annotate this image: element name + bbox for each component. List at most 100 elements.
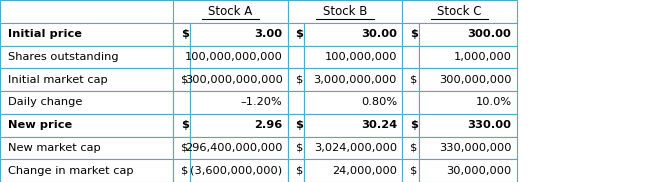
Bar xyxy=(419,91,517,114)
Bar xyxy=(304,23,402,46)
Text: $: $ xyxy=(296,166,303,176)
Bar xyxy=(304,136,402,159)
Bar xyxy=(304,46,402,68)
Text: 330,000,000: 330,000,000 xyxy=(439,143,511,153)
Bar xyxy=(0,136,173,159)
Text: 300,000,000,000: 300,000,000,000 xyxy=(184,75,283,85)
Text: Shares outstanding: Shares outstanding xyxy=(8,52,118,62)
Bar xyxy=(173,159,190,182)
Text: 300,000,000: 300,000,000 xyxy=(439,75,511,85)
Bar xyxy=(402,23,419,46)
Bar xyxy=(419,23,517,46)
Bar xyxy=(0,46,173,68)
Bar xyxy=(173,0,288,23)
Bar xyxy=(288,46,304,68)
Bar xyxy=(288,136,304,159)
Bar xyxy=(419,114,517,136)
Bar xyxy=(0,23,173,46)
Bar xyxy=(419,68,517,91)
Text: Initial price: Initial price xyxy=(8,29,82,39)
Bar xyxy=(402,0,517,23)
Bar xyxy=(173,46,190,68)
Bar xyxy=(190,68,288,91)
Bar xyxy=(173,23,190,46)
Bar xyxy=(0,68,173,91)
Bar xyxy=(304,136,402,159)
Bar xyxy=(304,91,402,114)
Text: 3,000,000,000: 3,000,000,000 xyxy=(314,75,397,85)
Bar xyxy=(173,114,190,136)
Bar xyxy=(190,114,288,136)
Bar xyxy=(0,159,173,182)
Bar xyxy=(288,46,304,68)
Bar xyxy=(402,114,419,136)
Bar xyxy=(288,0,402,23)
Bar xyxy=(173,46,190,68)
Text: Change in market cap: Change in market cap xyxy=(8,166,133,176)
Text: $: $ xyxy=(296,120,303,130)
Text: $: $ xyxy=(410,75,417,85)
Bar xyxy=(304,68,402,91)
Bar xyxy=(173,136,190,159)
Bar xyxy=(419,114,517,136)
Bar xyxy=(190,91,288,114)
Text: $: $ xyxy=(181,75,188,85)
Bar xyxy=(402,159,419,182)
Text: (3,600,000,000): (3,600,000,000) xyxy=(190,166,283,176)
Bar xyxy=(173,68,190,91)
Bar xyxy=(173,91,190,114)
Text: $: $ xyxy=(296,75,303,85)
Bar xyxy=(0,91,173,114)
Bar xyxy=(402,68,419,91)
Bar xyxy=(288,68,304,91)
Bar xyxy=(288,23,304,46)
Bar xyxy=(402,136,419,159)
Bar xyxy=(419,68,517,91)
Bar xyxy=(419,136,517,159)
Text: 100,000,000: 100,000,000 xyxy=(324,52,397,62)
Bar xyxy=(288,136,304,159)
Bar xyxy=(402,91,419,114)
Bar xyxy=(304,46,402,68)
Bar xyxy=(0,0,190,23)
Bar xyxy=(173,136,190,159)
Text: $: $ xyxy=(296,143,303,153)
Bar xyxy=(419,136,517,159)
Text: 24,000,000: 24,000,000 xyxy=(332,166,397,176)
Bar xyxy=(288,91,304,114)
Bar xyxy=(304,159,402,182)
Bar xyxy=(0,91,173,114)
Bar xyxy=(0,114,173,136)
Bar xyxy=(288,91,304,114)
Bar xyxy=(402,46,419,68)
Text: $: $ xyxy=(410,29,418,39)
Text: 1,000,000: 1,000,000 xyxy=(453,52,511,62)
Bar xyxy=(419,23,517,46)
Text: $: $ xyxy=(296,29,303,39)
Text: Initial market cap: Initial market cap xyxy=(8,75,108,85)
Bar xyxy=(0,136,173,159)
Text: 300.00: 300.00 xyxy=(468,29,511,39)
Bar xyxy=(304,159,402,182)
Bar xyxy=(288,68,304,91)
Bar xyxy=(402,159,419,182)
Bar xyxy=(190,46,288,68)
Text: $: $ xyxy=(181,29,189,39)
Text: $: $ xyxy=(410,166,417,176)
Bar xyxy=(402,91,419,114)
Bar xyxy=(0,68,173,91)
Text: 30,000,000: 30,000,000 xyxy=(446,166,511,176)
Bar xyxy=(190,114,288,136)
Bar xyxy=(190,159,288,182)
Bar xyxy=(288,114,304,136)
Bar xyxy=(304,114,402,136)
Bar xyxy=(419,159,517,182)
Text: 2.96: 2.96 xyxy=(254,120,283,130)
Bar xyxy=(288,159,304,182)
Bar xyxy=(190,91,288,114)
Text: 3,024,000,000: 3,024,000,000 xyxy=(314,143,397,153)
Bar xyxy=(173,159,190,182)
Text: Stock B: Stock B xyxy=(323,5,367,18)
Text: Daily change: Daily change xyxy=(8,97,82,107)
Text: –1.20%: –1.20% xyxy=(241,97,283,107)
